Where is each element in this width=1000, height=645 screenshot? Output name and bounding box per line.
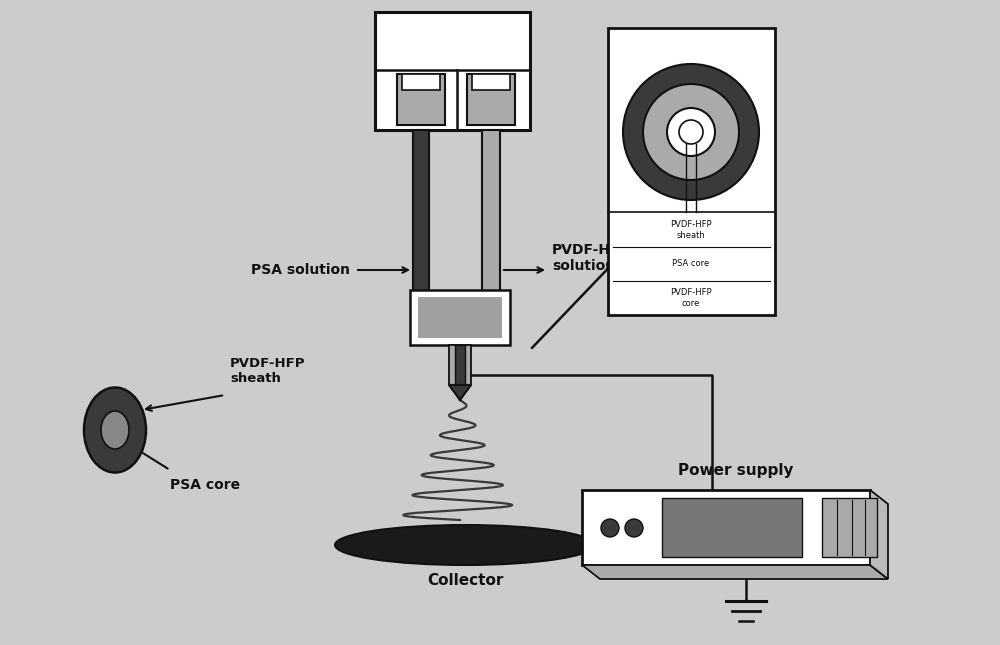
Bar <box>410 290 510 345</box>
Text: PVDF-HFP
sheath: PVDF-HFP sheath <box>670 221 712 240</box>
Circle shape <box>679 120 703 144</box>
Text: PSA solution: PSA solution <box>251 263 350 277</box>
Bar <box>822 498 877 557</box>
Bar <box>472 74 510 90</box>
Text: PSA core: PSA core <box>672 259 710 268</box>
Bar <box>467 74 515 125</box>
Ellipse shape <box>101 411 129 449</box>
Polygon shape <box>582 565 888 579</box>
Polygon shape <box>870 490 888 579</box>
Bar <box>482 130 500 300</box>
Text: Power supply: Power supply <box>678 463 794 478</box>
Circle shape <box>623 64 759 200</box>
Circle shape <box>643 84 739 180</box>
Circle shape <box>601 519 619 537</box>
Bar <box>455 345 465 390</box>
Bar <box>449 345 471 385</box>
Circle shape <box>667 108 715 156</box>
Bar <box>662 498 802 557</box>
Text: PVDF-HFP
solution: PVDF-HFP solution <box>552 243 631 273</box>
Bar <box>413 130 429 300</box>
Text: PVDF-HFP
sheath: PVDF-HFP sheath <box>230 357 306 385</box>
Bar <box>397 74 445 125</box>
Bar <box>375 12 530 130</box>
Polygon shape <box>449 385 471 400</box>
Ellipse shape <box>335 525 595 565</box>
Text: PVDF-HFP
core: PVDF-HFP core <box>670 288 712 308</box>
Bar <box>418 297 502 338</box>
Bar <box>608 28 775 315</box>
Ellipse shape <box>84 388 146 473</box>
Circle shape <box>625 519 643 537</box>
Bar <box>402 74 440 90</box>
Text: Collector: Collector <box>427 573 503 588</box>
Bar <box>582 490 870 565</box>
Text: PSA core: PSA core <box>170 478 240 492</box>
